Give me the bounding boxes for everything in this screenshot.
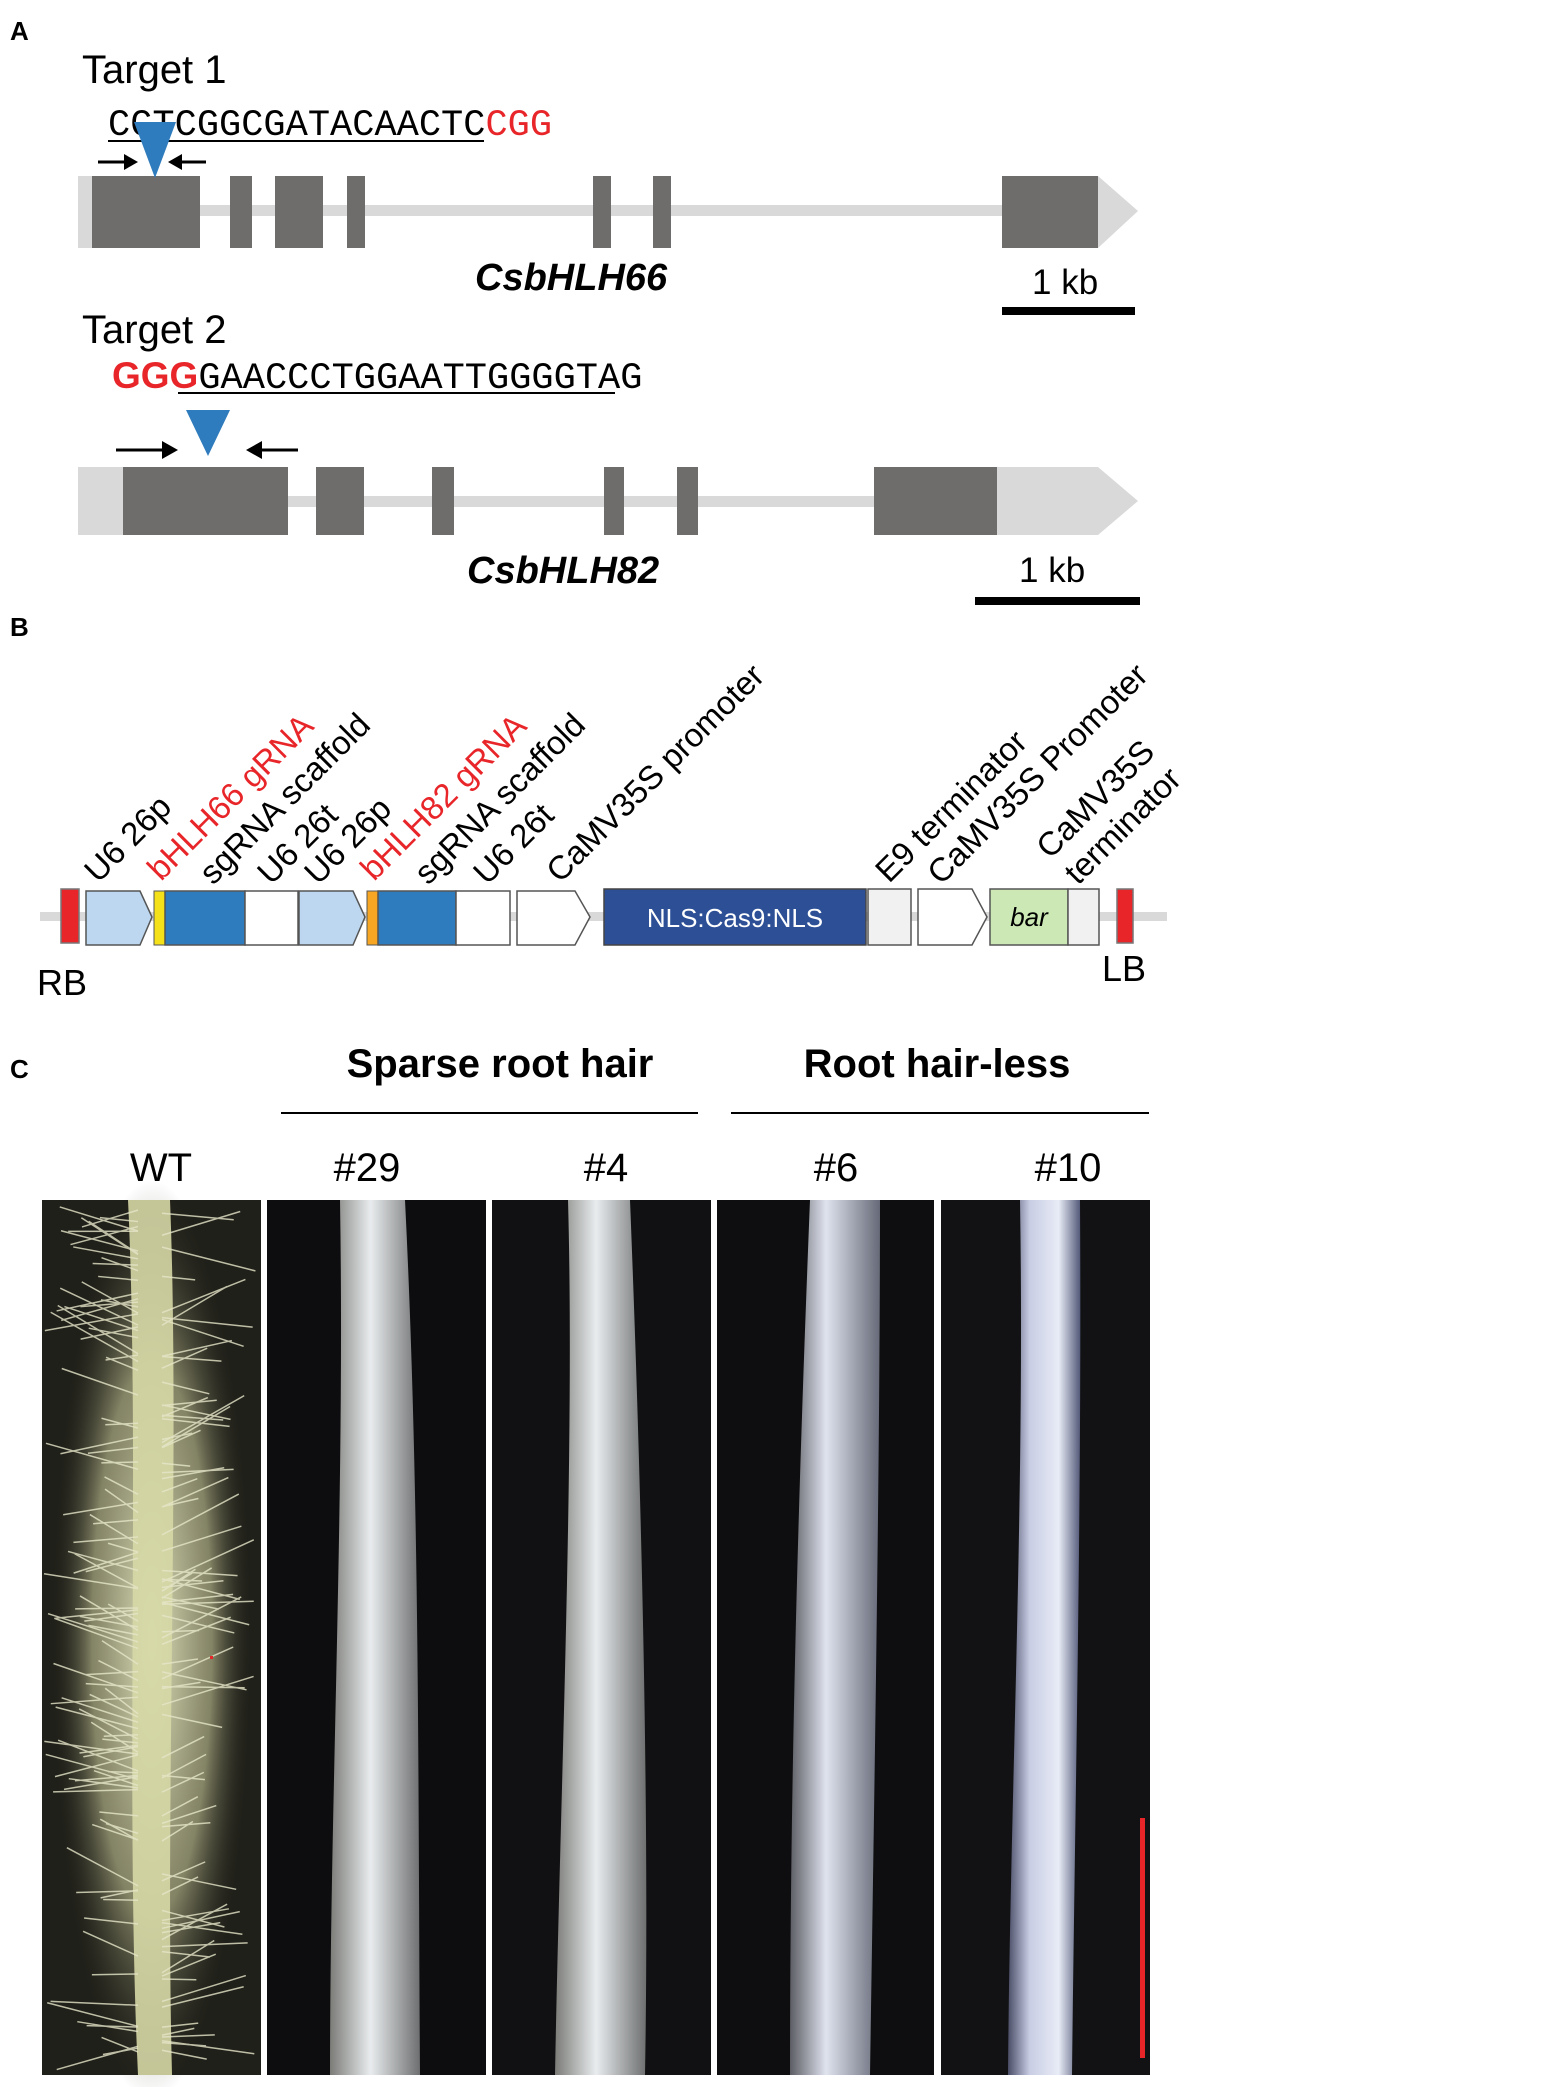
sample-label-29: #29	[334, 1146, 401, 1190]
photo-6	[717, 1200, 934, 2075]
lb-label: LB	[1102, 948, 1146, 989]
sgrna-scaffold-2	[377, 890, 457, 946]
grna66-spacer	[153, 890, 166, 946]
target1-label: Target 1	[82, 48, 227, 92]
gene1-forward-primer-arrow	[98, 154, 138, 170]
group-sparse-root-hair-label: Sparse root hair	[347, 1042, 654, 1086]
gene2-exon-5	[677, 467, 698, 535]
u6-terminator-2	[455, 890, 511, 946]
panel-a-letter: A	[10, 16, 29, 46]
e9-terminator	[867, 888, 912, 946]
gene2-exon-4	[604, 467, 624, 535]
left-border-box	[1116, 888, 1134, 944]
gene2-intron-line	[78, 496, 1108, 507]
panel-b-letter: B	[10, 612, 29, 642]
gene1-cut-site-marker	[134, 122, 176, 178]
gene1-reverse-primer-arrow	[168, 154, 206, 170]
rb-label: RB	[37, 962, 87, 1003]
gene1-name: CsbHLH66	[475, 257, 668, 299]
gene2-exon-6	[874, 467, 997, 535]
gene1-model	[78, 122, 1138, 248]
gene2-name: CsbHLH82	[467, 550, 659, 592]
gene1-exon-7	[1002, 176, 1098, 248]
gene1-3utr	[1098, 176, 1138, 248]
camv35s-terminator	[1067, 888, 1100, 946]
gene2-exon-3	[432, 467, 454, 535]
group-root-hairless-label: Root hair-less	[804, 1042, 1071, 1086]
photo-29	[267, 1200, 486, 2075]
gene1-exon-4	[347, 176, 365, 248]
u6-promoter-1	[85, 890, 153, 946]
gene2-scale-label: 1 kb	[1019, 551, 1085, 590]
gene1-exon-5	[593, 176, 611, 248]
gene2-exon-1	[123, 467, 288, 535]
gene1-scale-label: 1 kb	[1032, 263, 1098, 302]
sample-label-10: #10	[1035, 1146, 1102, 1190]
gene1-exon-1	[92, 176, 200, 248]
right-border-box	[60, 888, 80, 944]
camv35s-promoter-1	[516, 890, 591, 946]
photo-wt	[42, 1180, 261, 2087]
photo-4	[492, 1200, 711, 2075]
gene2-forward-primer-arrow	[116, 441, 178, 459]
cas9-label: NLS:Cas9:NLS	[647, 903, 823, 933]
sample-label-6: #6	[814, 1146, 859, 1190]
gene2-model	[78, 410, 1138, 535]
gene2-5utr	[78, 467, 126, 535]
panel-c-letter: C	[10, 1054, 29, 1084]
target2-label: Target 2	[82, 308, 227, 352]
gene1-scale-bar	[1002, 307, 1135, 315]
gene2-exon-2	[316, 467, 364, 535]
u6-promoter-2	[298, 890, 366, 946]
gene2-reverse-primer-arrow	[246, 441, 298, 459]
camv35s-promoter-2	[917, 888, 988, 946]
scale-bar-red	[1140, 1818, 1145, 2058]
gene1-5utr	[78, 176, 96, 248]
photo-10	[941, 1200, 1150, 2075]
target1-seq-pam: CGG	[485, 105, 552, 147]
bar-label: bar	[1010, 902, 1049, 932]
sgrna-scaffold-1	[164, 890, 246, 946]
u6-terminator-1	[244, 890, 299, 946]
gene1-exon-3	[275, 176, 323, 248]
gene2-3utr	[996, 467, 1138, 535]
gene1-exon-6	[653, 176, 671, 248]
cas9-box	[603, 888, 867, 946]
gene1-exon-2	[230, 176, 252, 248]
sample-label-4: #4	[584, 1146, 629, 1190]
gene2-scale-bar	[975, 597, 1140, 605]
gene2-cut-site-marker	[186, 410, 230, 456]
bar-gene-box	[989, 888, 1069, 946]
target2-seq-pam: GGG	[112, 355, 198, 396]
grna82-spacer	[366, 890, 379, 946]
label-camv-promoter-1: CaMV35S promoter	[539, 657, 771, 889]
